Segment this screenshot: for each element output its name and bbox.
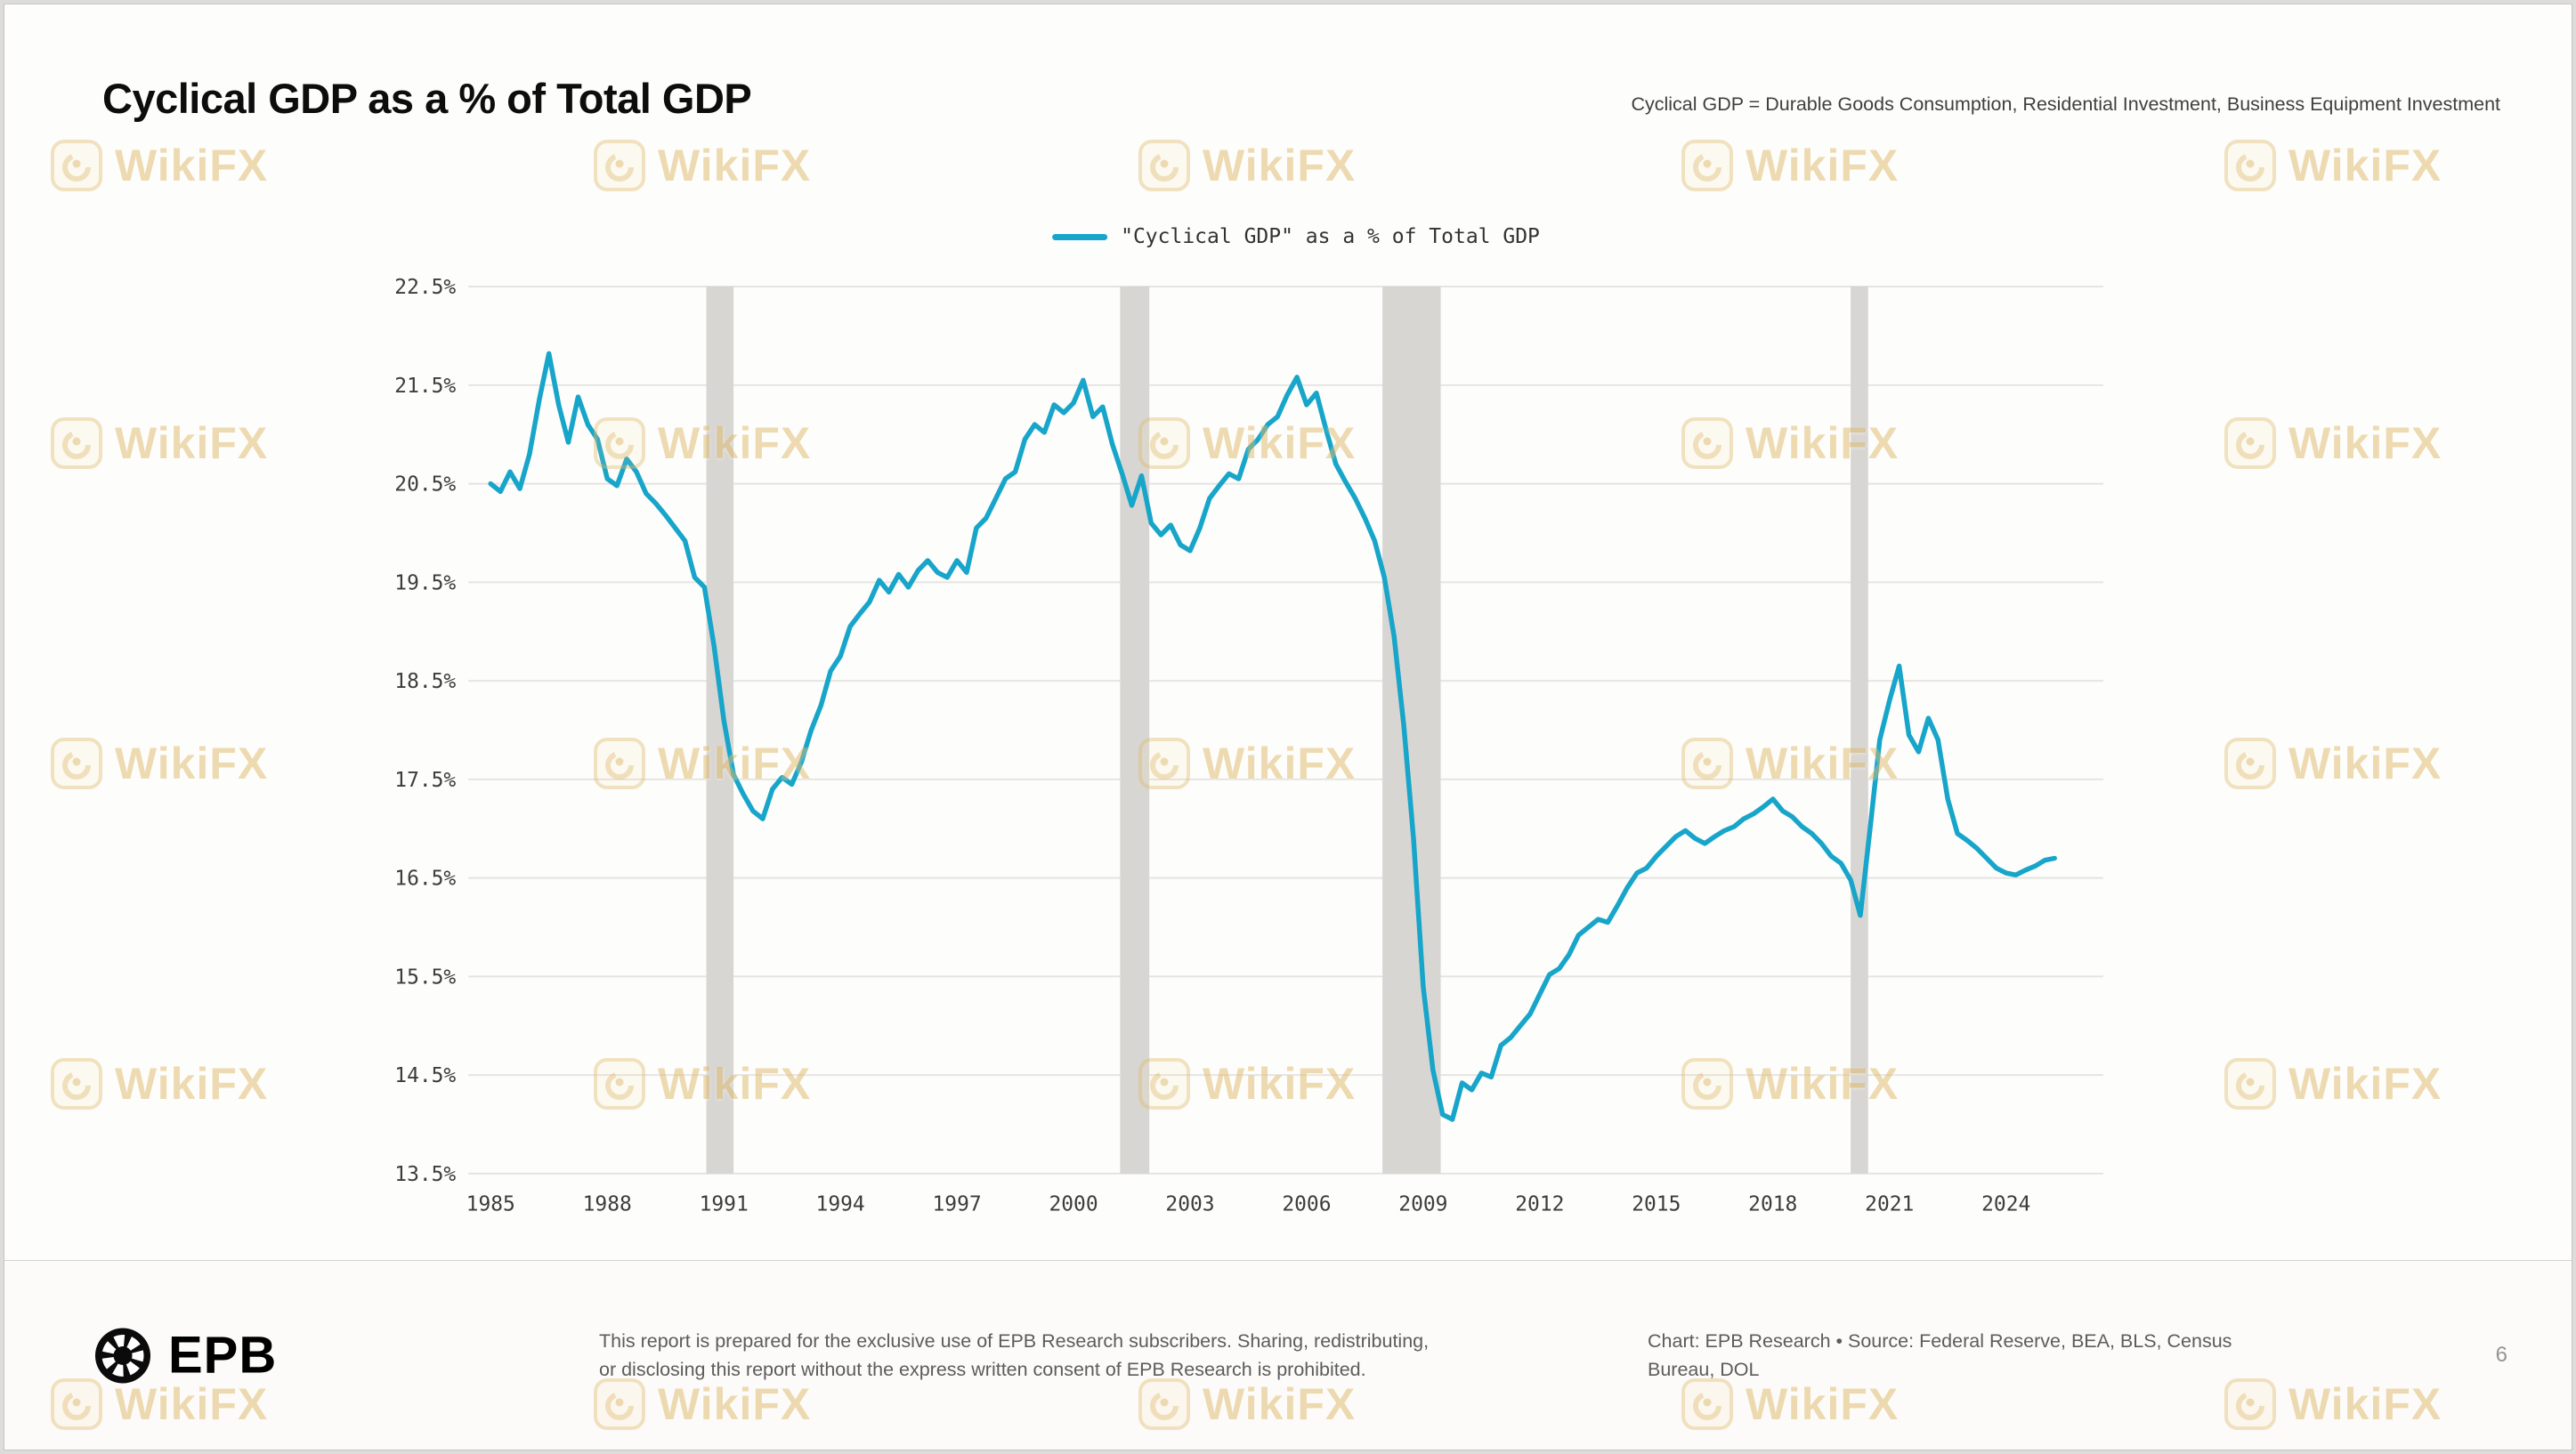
x-tick-label: 2000 [1049, 1193, 1098, 1216]
epb-logo: EPB [93, 1326, 277, 1385]
chart-legend: "Cyclical GDP" as a % of Total GDP [1052, 225, 1540, 248]
recession-band [1120, 287, 1150, 1174]
definition-note: Cyclical GDP = Durable Goods Consumption… [1631, 93, 2500, 115]
y-tick-label: 18.5% [394, 670, 456, 693]
x-tick-label: 2009 [1398, 1193, 1447, 1216]
recession-band [1851, 287, 1868, 1174]
y-tick-label: 14.5% [394, 1064, 456, 1087]
recession-band [706, 287, 734, 1174]
recession-band [1382, 287, 1441, 1174]
gdp-series-line [488, 351, 2057, 1122]
report-page: 22.5% 21.5% 20.5% 19.5% 18.5% 17.5% 16.5% 15.5%… [4, 4, 2572, 1450]
page-number: 6 [2495, 1343, 2507, 1367]
credits-line-1: Chart: EPB Research • Source: Federal Re… [1648, 1329, 2232, 1352]
report-footer: EPB This report is prepared for the excl… [4, 1260, 2572, 1450]
x-tick-label: 1988 [583, 1193, 632, 1216]
legend-line-swatch [1052, 233, 1108, 240]
x-tick-label: 2021 [1865, 1193, 1914, 1216]
x-tick-label: 2015 [1632, 1193, 1681, 1216]
x-tick-label: 1991 [700, 1193, 749, 1216]
gdp-line-chart: 22.5% 21.5% 20.5% 19.5% 18.5% 17.5% 16.5% 15.5%… [394, 276, 2103, 1216]
y-tick-label: 15.5% [394, 965, 456, 989]
x-tick-label: 1985 [466, 1193, 515, 1216]
epb-wordmark: EPB [168, 1326, 278, 1385]
epb-aperture-icon [95, 1328, 150, 1383]
y-tick-label: 20.5% [394, 473, 456, 497]
x-tick-label: 2003 [1165, 1193, 1214, 1216]
y-tick-label: 22.5% [394, 276, 456, 299]
disclaimer-line-2: or disclosing this report without the ex… [599, 1359, 1366, 1380]
x-tick-label: 1994 [816, 1193, 865, 1216]
x-tick-label: 2018 [1748, 1193, 1797, 1216]
x-tick-label: 1997 [932, 1193, 981, 1216]
disclaimer-text: This report is prepared for the exclusiv… [599, 1327, 1429, 1385]
x-tick-label: 2024 [1981, 1193, 2030, 1216]
y-tick-label: 13.5% [394, 1163, 456, 1186]
y-tick-label: 17.5% [394, 769, 456, 792]
x-tick-label: 2006 [1282, 1193, 1331, 1216]
credits-line-2: Bureau, DOL [1648, 1359, 1760, 1380]
x-tick-label: 2012 [1515, 1193, 1564, 1216]
y-tick-label: 16.5% [394, 868, 456, 891]
y-tick-label: 19.5% [394, 571, 456, 594]
legend-label: "Cyclical GDP" as a % of Total GDP [1121, 225, 1540, 248]
disclaimer-line-1: This report is prepared for the exclusiv… [599, 1329, 1430, 1352]
page-title: Cyclical GDP as a % of Total GDP [102, 75, 752, 122]
y-tick-label: 21.5% [394, 375, 456, 398]
source-credits: Chart: EPB Research • Source: Federal Re… [1648, 1327, 2232, 1385]
